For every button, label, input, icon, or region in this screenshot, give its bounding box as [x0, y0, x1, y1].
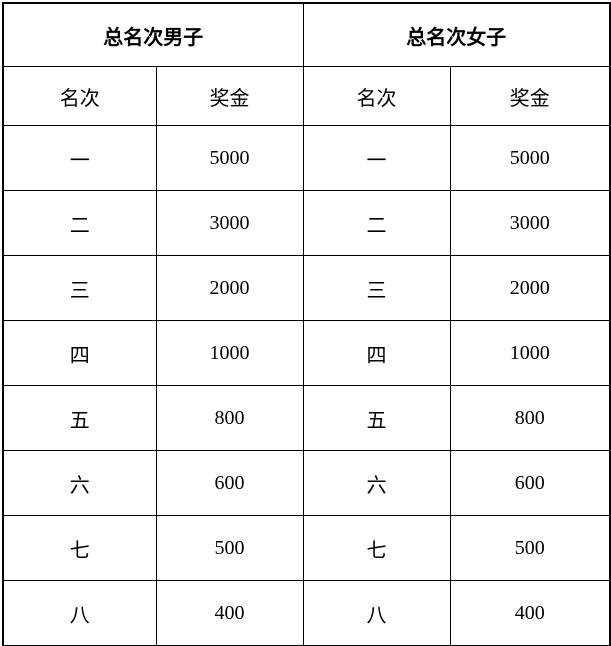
prize-cell: 5000: [155, 125, 304, 191]
rank-cell: 五: [2, 385, 157, 451]
column-header-rank-women: 名次: [302, 66, 451, 126]
prize-cell: 1000: [155, 320, 304, 386]
prize-cell: 3000: [155, 190, 304, 256]
prize-cell: 1000: [449, 320, 611, 386]
table-row: 一 5000 一 5000: [2, 125, 611, 191]
column-header-prize-men: 奖金: [155, 66, 304, 126]
column-header-row: 名次 奖金 名次 奖金: [2, 66, 611, 126]
rank-cell: 二: [2, 190, 157, 256]
prize-cell: 500: [449, 515, 611, 581]
rank-cell: 七: [2, 515, 157, 581]
prize-cell: 600: [155, 450, 304, 516]
prize-cell: 5000: [449, 125, 611, 191]
group-header-women: 总名次女子: [302, 2, 611, 67]
prize-cell: 2000: [155, 255, 304, 321]
rank-cell: 四: [302, 320, 451, 386]
column-header-rank-men: 名次: [2, 66, 157, 126]
prize-cell: 2000: [449, 255, 611, 321]
prize-cell: 800: [155, 385, 304, 451]
rank-cell: 二: [302, 190, 451, 256]
column-header-prize-women: 奖金: [449, 66, 611, 126]
group-header-row: 总名次男子 总名次女子: [2, 2, 611, 67]
rank-cell: 八: [2, 580, 157, 646]
rank-cell: 三: [302, 255, 451, 321]
rank-cell: 一: [2, 125, 157, 191]
prize-cell: 500: [155, 515, 304, 581]
rank-cell: 八: [302, 580, 451, 646]
rank-cell: 一: [302, 125, 451, 191]
table-row: 六 600 六 600: [2, 450, 611, 516]
prize-cell: 600: [449, 450, 611, 516]
prize-cell: 3000: [449, 190, 611, 256]
prize-cell: 800: [449, 385, 611, 451]
rank-cell: 三: [2, 255, 157, 321]
rank-cell: 七: [302, 515, 451, 581]
table-row: 四 1000 四 1000: [2, 320, 611, 386]
table-row: 三 2000 三 2000: [2, 255, 611, 321]
rank-cell: 六: [2, 450, 157, 516]
table-row: 七 500 七 500: [2, 515, 611, 581]
rank-cell: 四: [2, 320, 157, 386]
rank-cell: 六: [302, 450, 451, 516]
prize-cell: 400: [449, 580, 611, 646]
prize-cell: 400: [155, 580, 304, 646]
group-header-men: 总名次男子: [2, 2, 304, 67]
table-row: 二 3000 二 3000: [2, 190, 611, 256]
rank-cell: 五: [302, 385, 451, 451]
table-row: 五 800 五 800: [2, 385, 611, 451]
table-row: 八 400 八 400: [2, 580, 611, 646]
